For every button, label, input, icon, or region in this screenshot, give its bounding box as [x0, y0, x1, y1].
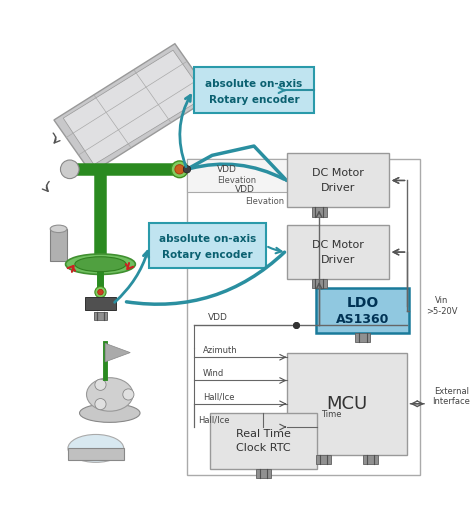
Text: Driver: Driver	[320, 255, 355, 265]
Bar	[210, 413, 317, 469]
Ellipse shape	[75, 257, 126, 272]
Circle shape	[95, 286, 106, 298]
Bar	[187, 159, 419, 476]
Text: Elevation: Elevation	[217, 176, 256, 185]
Text: Hall/Ice: Hall/Ice	[198, 415, 230, 424]
Bar	[50, 229, 67, 262]
Bar	[85, 297, 116, 310]
Circle shape	[61, 160, 79, 178]
Text: Hall/Ice: Hall/Ice	[203, 393, 234, 402]
Bar	[312, 207, 327, 217]
Circle shape	[183, 166, 191, 173]
Bar	[256, 469, 271, 478]
Circle shape	[175, 165, 184, 174]
Bar	[287, 225, 389, 279]
Text: absolute on-axis: absolute on-axis	[205, 79, 302, 89]
Text: DC Motor: DC Motor	[312, 240, 364, 249]
Bar	[356, 333, 370, 342]
Polygon shape	[63, 50, 206, 165]
Text: Real Time: Real Time	[236, 428, 291, 439]
Bar	[287, 154, 389, 207]
Text: AS1360: AS1360	[336, 313, 390, 325]
Circle shape	[95, 379, 106, 390]
Ellipse shape	[87, 378, 133, 411]
Text: Time: Time	[321, 411, 341, 419]
Text: External
Interface: External Interface	[433, 387, 471, 406]
Text: Clock RTC: Clock RTC	[236, 444, 291, 453]
Text: Rotary encoder: Rotary encoder	[209, 94, 299, 104]
Bar	[149, 223, 265, 268]
Text: Rotary encoder: Rotary encoder	[162, 250, 253, 260]
Text: VDD: VDD	[208, 313, 228, 322]
Bar	[193, 67, 314, 114]
Bar	[187, 159, 294, 192]
Text: Azimuth: Azimuth	[203, 346, 237, 355]
Text: LDO: LDO	[346, 296, 379, 310]
Bar	[316, 288, 410, 333]
Text: VDD: VDD	[236, 185, 255, 194]
Bar	[316, 455, 331, 464]
Text: Wind: Wind	[203, 370, 224, 379]
Ellipse shape	[65, 254, 136, 274]
Bar	[94, 312, 107, 319]
Ellipse shape	[50, 225, 67, 233]
Text: Driver: Driver	[320, 183, 355, 193]
Circle shape	[98, 289, 103, 295]
Text: DC Motor: DC Motor	[312, 168, 364, 178]
Text: VDD: VDD	[217, 165, 237, 174]
Polygon shape	[105, 343, 130, 362]
Bar	[68, 448, 124, 459]
Polygon shape	[54, 44, 212, 173]
Text: Elevation: Elevation	[245, 197, 284, 206]
Text: Vin
>5-20V: Vin >5-20V	[426, 297, 457, 316]
Bar	[312, 279, 327, 288]
Text: MCU: MCU	[327, 395, 368, 413]
Circle shape	[95, 399, 106, 410]
Bar	[94, 312, 107, 320]
Circle shape	[123, 389, 134, 400]
Bar	[287, 352, 408, 455]
Bar	[363, 455, 378, 464]
Text: absolute on-axis: absolute on-axis	[159, 234, 256, 244]
Ellipse shape	[80, 404, 140, 422]
Ellipse shape	[68, 434, 124, 462]
Circle shape	[171, 161, 188, 177]
